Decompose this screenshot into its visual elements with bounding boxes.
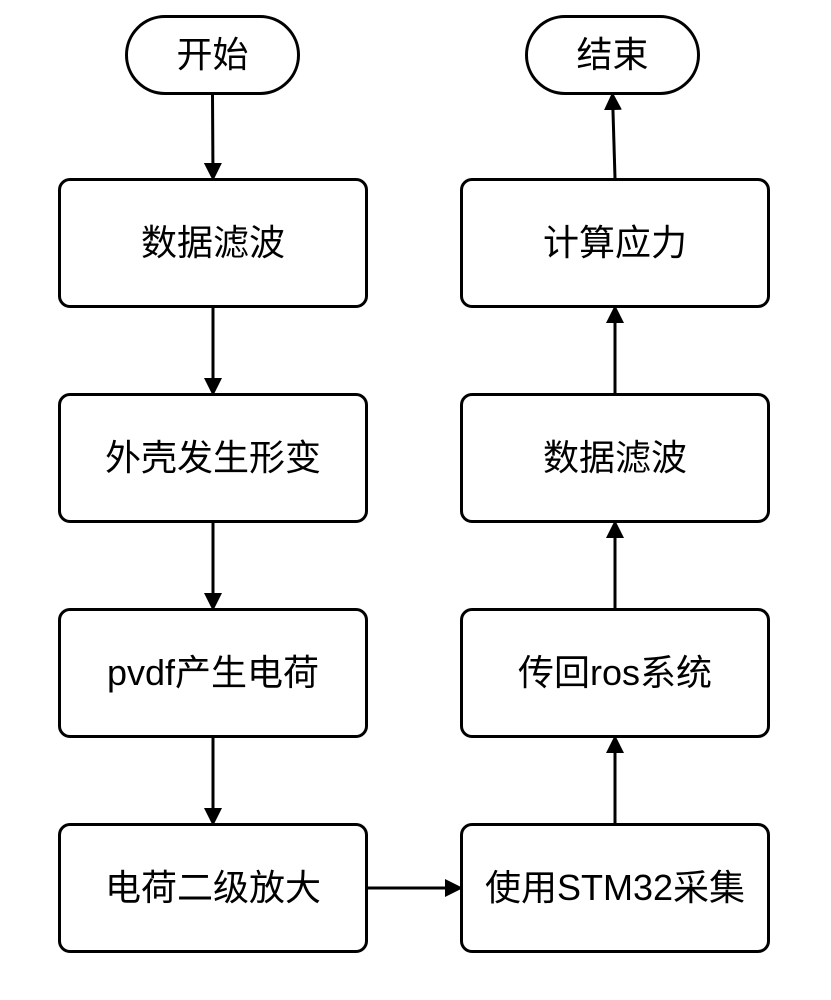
flowchart-node-amp: 电荷二级放大	[58, 823, 368, 953]
flowchart-node-label: 计算应力	[543, 221, 687, 264]
flowchart-node-label: 数据滤波	[141, 221, 285, 264]
flowchart-node-start: 开始	[125, 15, 300, 95]
flowchart-node-label: 结束	[576, 33, 648, 76]
flowchart-node-ros: 传回ros系统	[460, 608, 770, 738]
flowchart-node-label: 外壳发生形变	[105, 436, 321, 479]
flowchart-node-label: 电荷二级放大	[105, 866, 321, 909]
flowchart-node-label: 开始	[176, 33, 248, 76]
flowchart-node-deform: 外壳发生形变	[58, 393, 368, 523]
flowchart-edge	[213, 95, 214, 178]
flowchart-node-filter1: 数据滤波	[58, 178, 368, 308]
flowchart-node-pvdf: pvdf产生电荷	[58, 608, 368, 738]
flowchart-node-stm32: 使用STM32采集	[460, 823, 770, 953]
flowchart-node-label: pvdf产生电荷	[107, 651, 319, 694]
flowchart-node-end: 结束	[525, 15, 700, 95]
flowchart-node-label: 使用STM32采集	[485, 866, 745, 909]
flowchart-edge	[613, 95, 616, 178]
flowchart-node-filter2: 数据滤波	[460, 393, 770, 523]
flowchart-node-label: 传回ros系统	[518, 651, 712, 694]
flowchart-node-stress: 计算应力	[460, 178, 770, 308]
flowchart-node-label: 数据滤波	[543, 436, 687, 479]
